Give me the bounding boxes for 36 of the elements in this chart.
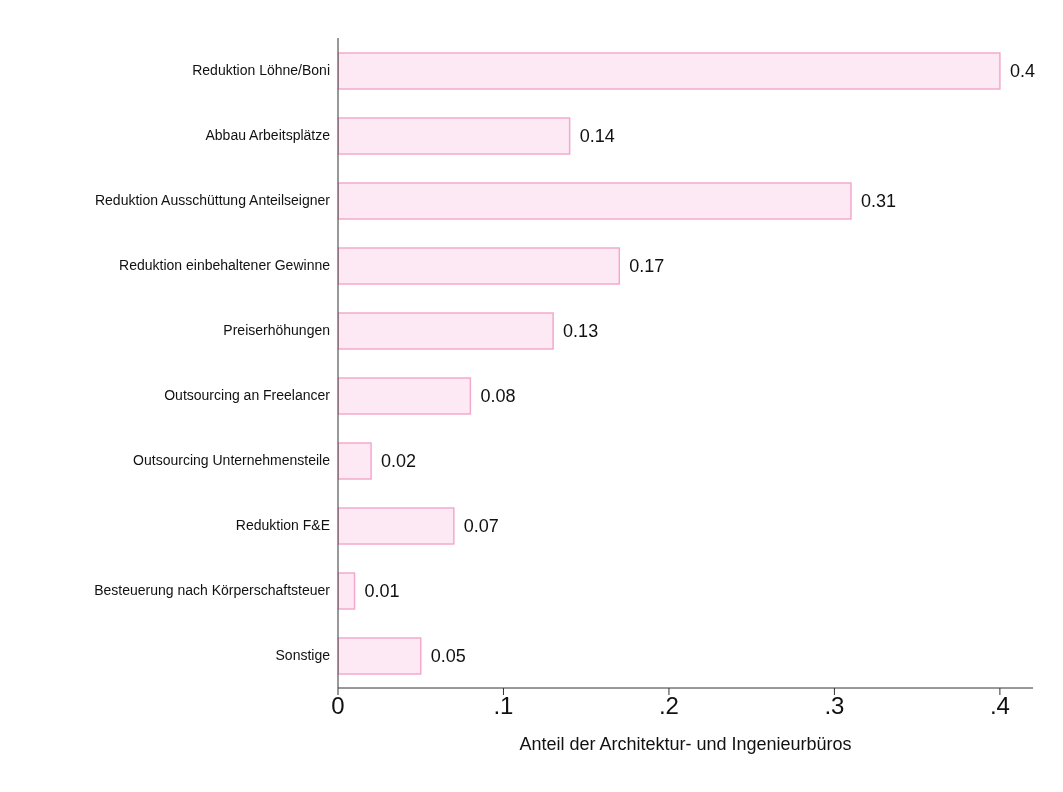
y-tick-label: Besteuerung nach Körperschaftsteuer: [94, 582, 331, 599]
data-label: 0.31: [860, 191, 897, 212]
bar: [338, 182, 852, 220]
x-tick-label: 0: [331, 692, 345, 720]
y-tick-label: Reduktion einbehaltener Gewinne: [119, 257, 331, 274]
x-tick-label: .4: [989, 692, 1010, 720]
y-tick-label: Preiserhöhungen: [223, 322, 330, 339]
bar: [338, 507, 455, 545]
bar: [338, 312, 554, 350]
data-label: 0.02: [381, 451, 417, 472]
data-label: 0.13: [563, 321, 599, 342]
bar: [338, 572, 356, 610]
y-tick-label: Sonstige: [275, 647, 331, 664]
data-label: 0.07: [463, 516, 499, 537]
y-tick-label: Reduktion Ausschüttung Anteilseigner: [94, 192, 331, 209]
data-label: 0.05: [430, 646, 466, 667]
y-tick-label: Outsourcing an Freelancer: [164, 387, 331, 404]
bar: [338, 377, 472, 415]
data-label: 0.08: [480, 386, 516, 407]
y-tick-label: Reduktion F&E: [235, 517, 330, 534]
bar: [338, 247, 621, 285]
y-tick-label: Outsourcing Unternehmensteile: [133, 452, 331, 469]
bar: [338, 442, 372, 480]
data-label: 0.14: [579, 126, 615, 147]
x-tick-label: .3: [824, 692, 845, 720]
bar: [338, 52, 1001, 90]
data-label: 0.4: [1009, 61, 1035, 82]
data-label: 0.01: [364, 581, 400, 602]
x-axis-title: Anteil der Architektur- und Ingenieurbüros: [519, 734, 852, 754]
y-tick-label: Reduktion Löhne/Boni: [192, 62, 330, 79]
y-tick-label: Abbau Arbeitsplätze: [205, 127, 331, 144]
bar: [338, 117, 571, 155]
x-tick-label: .1: [493, 692, 514, 720]
data-label: 0.17: [629, 256, 665, 277]
x-tick-label: .2: [658, 692, 679, 720]
bar: [338, 637, 422, 675]
